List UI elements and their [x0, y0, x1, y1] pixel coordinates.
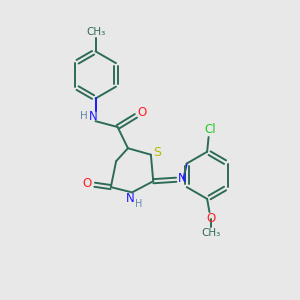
Text: O: O	[206, 212, 216, 225]
Text: O: O	[83, 177, 92, 190]
Text: N: N	[126, 192, 135, 206]
Text: N: N	[178, 172, 187, 185]
Text: O: O	[138, 106, 147, 119]
Text: H: H	[135, 199, 142, 208]
Text: Cl: Cl	[204, 123, 216, 136]
Text: N: N	[89, 110, 98, 123]
Text: CH₃: CH₃	[86, 27, 105, 37]
Text: CH₃: CH₃	[201, 228, 220, 238]
Text: S: S	[153, 146, 161, 159]
Text: H: H	[80, 111, 88, 121]
